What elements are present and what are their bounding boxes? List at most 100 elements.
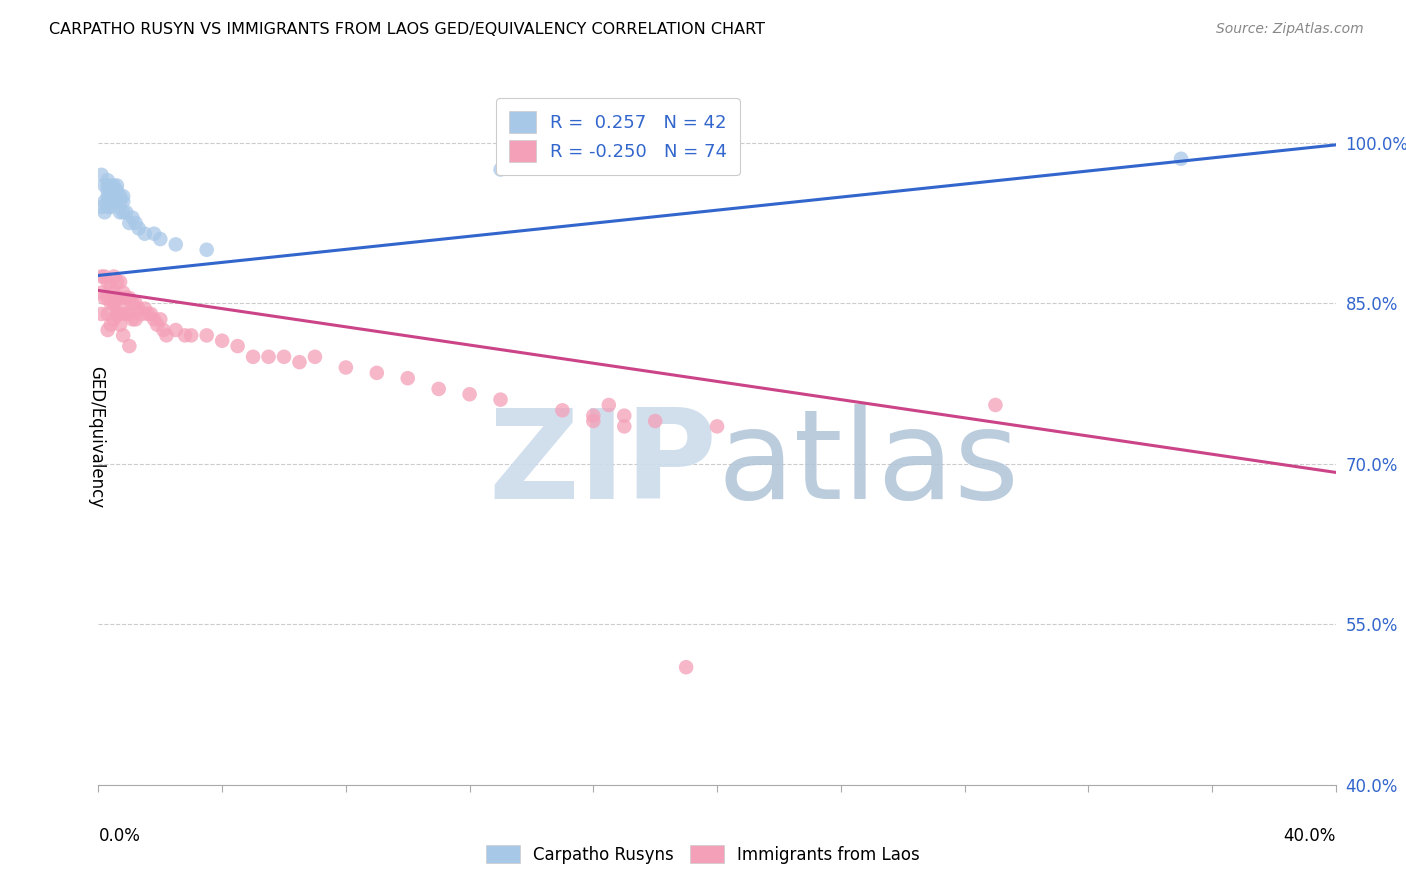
Point — [335, 360, 357, 375]
Point — [118, 339, 141, 353]
Point — [152, 323, 174, 337]
Point — [155, 328, 177, 343]
Point — [706, 419, 728, 434]
Point — [97, 323, 120, 337]
Point — [124, 296, 146, 310]
Point — [180, 328, 202, 343]
Point — [257, 350, 280, 364]
Point — [273, 350, 295, 364]
Point — [675, 660, 697, 674]
Point — [124, 312, 146, 326]
Point — [90, 200, 112, 214]
Point — [165, 237, 187, 252]
Point — [108, 189, 131, 203]
Point — [489, 162, 512, 177]
Point — [458, 387, 481, 401]
Point — [105, 194, 128, 209]
Point — [146, 318, 169, 332]
Point — [97, 189, 120, 203]
Point — [103, 184, 125, 198]
Point — [139, 307, 162, 321]
Point — [598, 398, 620, 412]
Point — [128, 221, 150, 235]
Point — [242, 350, 264, 364]
Point — [97, 184, 120, 198]
Point — [100, 189, 122, 203]
Point — [118, 307, 141, 321]
Point — [149, 312, 172, 326]
Point — [174, 328, 197, 343]
Point — [226, 339, 249, 353]
Point — [100, 280, 122, 294]
Point — [195, 243, 218, 257]
Point — [90, 307, 112, 321]
Y-axis label: GED/Equivalency: GED/Equivalency — [87, 366, 105, 508]
Point — [115, 291, 138, 305]
Point — [582, 409, 605, 423]
Point — [97, 291, 120, 305]
Point — [108, 307, 131, 321]
Text: Source: ZipAtlas.com: Source: ZipAtlas.com — [1216, 22, 1364, 37]
Point — [108, 291, 131, 305]
Point — [105, 184, 128, 198]
Text: atlas: atlas — [717, 404, 1019, 525]
Point — [93, 205, 115, 219]
Point — [90, 269, 112, 284]
Point — [112, 189, 135, 203]
Point — [103, 285, 125, 300]
Point — [103, 189, 125, 203]
Text: 40.0%: 40.0% — [1284, 827, 1336, 845]
Point — [118, 291, 141, 305]
Point — [97, 194, 120, 209]
Point — [93, 194, 115, 209]
Point — [108, 275, 131, 289]
Point — [97, 173, 120, 187]
Point — [108, 194, 131, 209]
Point — [97, 178, 120, 193]
Point — [100, 194, 122, 209]
Point — [427, 382, 450, 396]
Point — [90, 285, 112, 300]
Point — [97, 200, 120, 214]
Point — [103, 269, 125, 284]
Point — [97, 307, 120, 321]
Point — [93, 178, 115, 193]
Point — [103, 312, 125, 326]
Point — [149, 232, 172, 246]
Point — [93, 269, 115, 284]
Point — [304, 350, 326, 364]
Point — [100, 178, 122, 193]
Point — [105, 189, 128, 203]
Point — [136, 307, 159, 321]
Point — [103, 178, 125, 193]
Point — [134, 227, 156, 241]
Point — [211, 334, 233, 348]
Point — [100, 296, 122, 310]
Legend: Carpatho Rusyns, Immigrants from Laos: Carpatho Rusyns, Immigrants from Laos — [479, 838, 927, 871]
Point — [121, 296, 143, 310]
Point — [489, 392, 512, 407]
Point — [984, 398, 1007, 412]
Text: CARPATHO RUSYN VS IMMIGRANTS FROM LAOS GED/EQUIVALENCY CORRELATION CHART: CARPATHO RUSYN VS IMMIGRANTS FROM LAOS G… — [49, 22, 765, 37]
Point — [613, 419, 636, 434]
Point — [112, 285, 135, 300]
Point — [165, 323, 187, 337]
Point — [143, 312, 166, 326]
Point — [115, 205, 138, 219]
Point — [103, 194, 125, 209]
Point — [613, 409, 636, 423]
Point — [644, 414, 666, 428]
Point — [105, 275, 128, 289]
Point — [115, 307, 138, 321]
Point — [105, 291, 128, 305]
Point — [396, 371, 419, 385]
Point — [108, 205, 131, 219]
Point — [582, 414, 605, 428]
Point — [121, 211, 143, 225]
Point — [90, 168, 112, 182]
Point — [121, 312, 143, 326]
Point — [112, 301, 135, 316]
Point — [112, 194, 135, 209]
Point — [143, 227, 166, 241]
Point — [105, 307, 128, 321]
